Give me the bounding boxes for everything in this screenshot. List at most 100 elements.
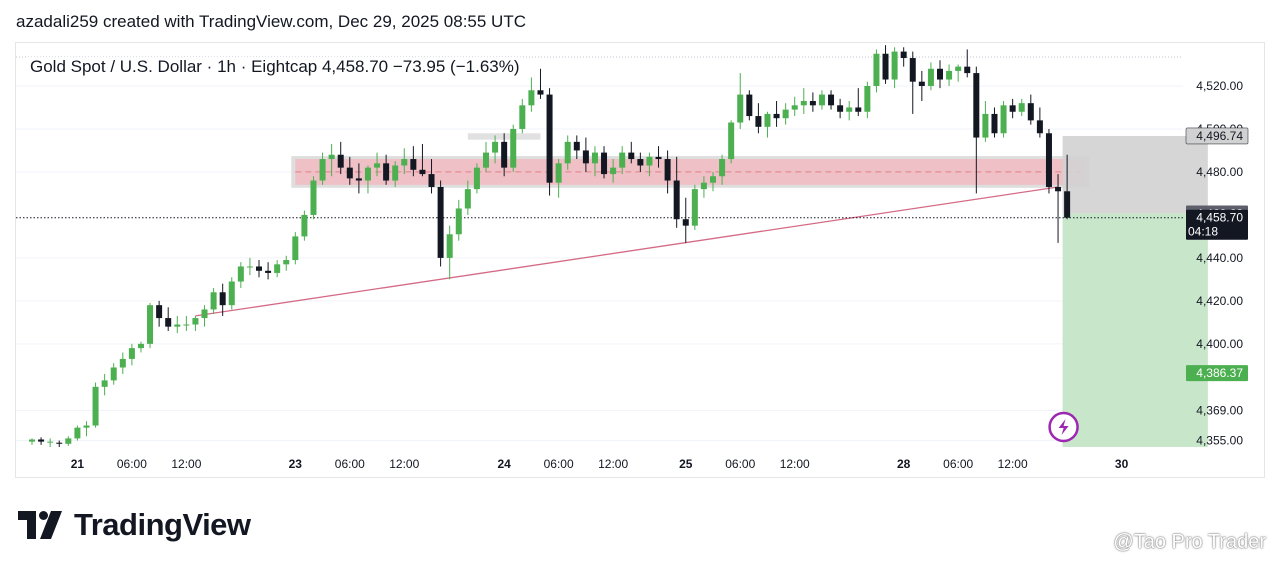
candle-body [128, 348, 135, 359]
candle-body [464, 189, 471, 209]
candle-body [1027, 103, 1034, 121]
candle [165, 307, 172, 331]
candle [1045, 128, 1052, 194]
candle [764, 111, 771, 138]
candle [364, 165, 371, 194]
candle-body [137, 343, 144, 349]
candle-body [428, 174, 435, 187]
price-label-text: 4,458.70 [1196, 211, 1243, 225]
candle-body [664, 159, 671, 181]
candle [183, 315, 190, 331]
candle [864, 81, 871, 119]
price-axis: 4,520.004,500.004,480.004,440.004,420.00… [1185, 79, 1249, 448]
candle-body [210, 292, 217, 310]
candle-body [573, 141, 580, 151]
candle [29, 438, 35, 445]
candle [873, 49, 880, 93]
candle [728, 120, 735, 164]
candle-body [528, 90, 535, 106]
candle [464, 180, 471, 215]
candle-body [492, 141, 499, 153]
candle [310, 176, 317, 220]
candle [710, 171, 716, 192]
grid-layer [16, 56, 1183, 442]
candle [564, 135, 571, 170]
lightning-icon [1058, 419, 1069, 435]
candle-body [818, 94, 825, 106]
candle-body [809, 101, 816, 106]
candle-body [1064, 191, 1071, 218]
candle [101, 373, 108, 396]
candle-body [92, 386, 99, 426]
price-label-bg [1186, 365, 1248, 382]
candle-body [691, 189, 698, 226]
candle [1018, 98, 1025, 117]
candle-body [165, 318, 172, 327]
candle-body [955, 66, 962, 71]
candle-body [773, 113, 780, 119]
candle [47, 438, 54, 447]
candle-body [374, 163, 381, 168]
candle-body [47, 441, 54, 443]
price-label-text: 4,496.74 [1196, 129, 1243, 143]
candle [56, 440, 63, 447]
candle [891, 47, 898, 89]
candle-body [446, 234, 453, 258]
candle [328, 144, 335, 177]
candle-body [973, 73, 980, 138]
candle [192, 315, 199, 331]
candle-body [1018, 103, 1025, 112]
symbol-info: Gold Spot / U.S. Dollar · 1h · Eightcap … [28, 57, 522, 77]
candle-body [56, 442, 63, 444]
candle [228, 277, 235, 310]
candle-body [419, 169, 426, 175]
candle-body [364, 167, 371, 181]
candle-body [410, 159, 417, 170]
candle [274, 260, 281, 278]
candle [991, 107, 998, 138]
candle [646, 152, 653, 177]
candle [292, 232, 299, 265]
candle-body [800, 101, 807, 106]
candle [1009, 98, 1016, 119]
candle [210, 287, 217, 314]
candle-body [101, 380, 108, 387]
candle-body [319, 159, 326, 181]
candle-body [510, 128, 517, 168]
candle [419, 144, 426, 177]
y-tick-label: 4,520.00 [1196, 79, 1243, 93]
candle-body [918, 81, 925, 86]
candle-body [909, 58, 916, 82]
x-tick-label: 21 [71, 457, 85, 471]
candle [119, 352, 126, 374]
x-tick-label: 25 [679, 457, 693, 471]
candle-body [682, 219, 689, 226]
candle [1036, 107, 1043, 138]
candle-body [219, 292, 226, 306]
candle [619, 146, 626, 175]
candle-body [837, 105, 844, 112]
candle [510, 124, 517, 172]
candle-body [619, 152, 626, 168]
x-tick-label: 24 [497, 457, 511, 471]
candle [246, 257, 253, 276]
candle [655, 146, 662, 168]
candle [519, 98, 526, 134]
candle-body [392, 165, 399, 181]
candle [374, 152, 381, 177]
countdown-label: 04:18 [1188, 225, 1218, 239]
candle-body [891, 51, 898, 80]
candle [855, 88, 862, 117]
candle-body [846, 107, 853, 112]
line-layer [16, 186, 1183, 317]
candle-body [864, 85, 871, 112]
alert-layer [1048, 411, 1079, 443]
candle-body [147, 305, 154, 344]
candle [946, 64, 953, 86]
candle [256, 260, 262, 278]
candle [346, 156, 353, 185]
candle [428, 159, 435, 194]
candle [610, 159, 617, 183]
stop-loss-zone [1062, 135, 1208, 214]
